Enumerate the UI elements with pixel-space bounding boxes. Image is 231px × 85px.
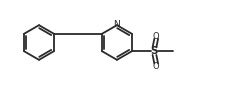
- Text: O: O: [153, 32, 160, 41]
- Text: O: O: [153, 62, 160, 71]
- Text: N: N: [114, 20, 120, 29]
- Text: S: S: [151, 46, 158, 56]
